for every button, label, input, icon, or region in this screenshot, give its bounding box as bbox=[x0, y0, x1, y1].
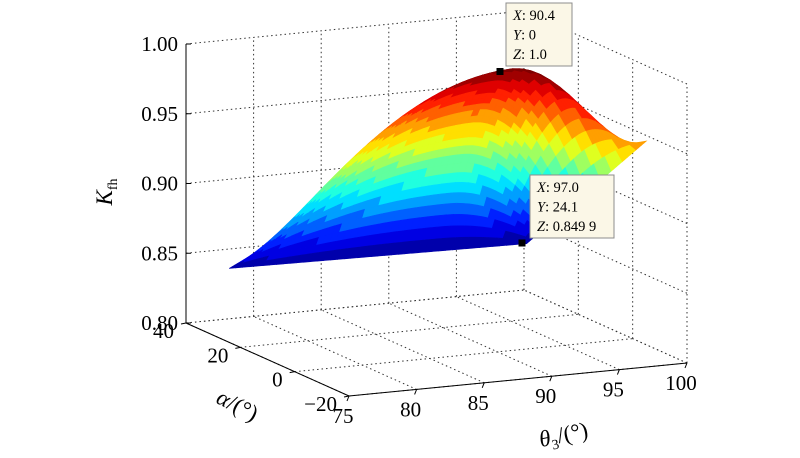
y-tick-mark bbox=[289, 371, 295, 374]
y-tick-mark bbox=[180, 322, 187, 325]
tick-labels: 0.80 0.85 0.90 0.95 1.00 75 80 85 90 95 100 40 20 0 −2… bbox=[141, 32, 697, 428]
z-tick-label: 0.85 bbox=[141, 241, 178, 265]
datatips: X: 90.4Y: 0Z: 1.0X: 97.0Y: 24.1Z: 0.849 … bbox=[496, 2, 615, 247]
y-tick-label: −20 bbox=[304, 392, 337, 416]
gridline bbox=[240, 313, 579, 348]
x-axis-label-main: θ bbox=[537, 425, 553, 452]
x-tick-mark bbox=[684, 362, 688, 369]
x-axis-label-sub: 3 bbox=[551, 437, 561, 453]
datatip-value: : 0.849 9 bbox=[545, 219, 596, 235]
gridline bbox=[185, 10, 525, 45]
x-axis-label-unit: /(°) bbox=[555, 417, 590, 448]
datatip-row: X: 90.4 bbox=[512, 8, 556, 24]
gridline bbox=[253, 315, 417, 390]
svg-text:θ3/(°): θ3/(°) bbox=[537, 417, 591, 456]
y-tick-label: 0 bbox=[272, 368, 283, 392]
gridline bbox=[523, 289, 688, 364]
y-axis-label: α/(°) bbox=[213, 384, 263, 426]
x-axis-label: θ3/(°) bbox=[537, 417, 591, 456]
z-axis-label: Kfh bbox=[92, 178, 121, 206]
x-tick-mark bbox=[481, 382, 485, 388]
datatip-marker bbox=[496, 68, 504, 75]
datatip-value: : 24.1 bbox=[545, 200, 578, 216]
z-tick-label: 1.00 bbox=[141, 32, 178, 56]
datatip-key: X bbox=[536, 180, 547, 196]
gridline bbox=[320, 309, 485, 384]
svg-text:α/(°): α/(°) bbox=[213, 384, 263, 426]
x-tick-label: 90 bbox=[535, 384, 556, 408]
x-tick-label: 85 bbox=[468, 391, 489, 415]
datatip-row: Z: 0.849 9 bbox=[537, 219, 596, 235]
datatip-key: Z bbox=[537, 219, 546, 235]
datatip-value: : 97.0 bbox=[546, 180, 579, 196]
datatip-value: : 90.4 bbox=[522, 8, 556, 24]
z-tick-label: 0.95 bbox=[141, 102, 178, 126]
z-tick-label: 0.80 bbox=[141, 311, 178, 335]
surface bbox=[229, 68, 648, 269]
x-tick-label: 100 bbox=[665, 371, 697, 395]
datatip: X: 97.0 Y: 24.1 Z: 0.849 9 bbox=[518, 174, 615, 247]
x-tick-label: 80 bbox=[400, 397, 421, 421]
datatip: X: 90.4 Y: 0 Z: 1.0 bbox=[496, 2, 573, 75]
x-tick-mark bbox=[549, 376, 553, 382]
gridline bbox=[294, 338, 633, 373]
x-tick-mark bbox=[616, 369, 620, 375]
x-tick-label: 95 bbox=[603, 378, 624, 402]
gridline bbox=[185, 289, 525, 324]
datatip-row: X: 97.0 bbox=[536, 180, 579, 196]
svg-text:Kfh: Kfh bbox=[92, 178, 121, 206]
datatip-value: : 0 bbox=[521, 28, 536, 44]
x-axis-line bbox=[348, 362, 688, 397]
z-axis-label-main: K bbox=[92, 189, 117, 207]
datatip-key: X bbox=[512, 8, 523, 24]
datatip-row: Y: 0 bbox=[513, 28, 536, 44]
datatip-row: Y: 24.1 bbox=[537, 200, 578, 216]
datatip-marker bbox=[518, 239, 526, 247]
y-tick-label: 20 bbox=[207, 343, 228, 367]
gridline bbox=[523, 289, 688, 364]
datatip-value: : 1.0 bbox=[521, 47, 547, 63]
datatip-key: Y bbox=[537, 200, 547, 216]
datatip-row: Z: 1.0 bbox=[513, 47, 547, 63]
y-tick-mark bbox=[235, 346, 241, 349]
gridline bbox=[456, 296, 620, 371]
z-axis-label-sub: fh bbox=[106, 178, 121, 190]
datatip-box bbox=[505, 2, 573, 67]
datatip-key: Z bbox=[513, 47, 522, 63]
z-tick-label: 0.90 bbox=[141, 172, 178, 196]
y-tick-label: 40 bbox=[153, 319, 174, 343]
x-tick-mark bbox=[414, 389, 418, 395]
y-axis-line bbox=[185, 322, 350, 397]
y-tick-mark bbox=[343, 395, 350, 398]
gridline bbox=[388, 302, 553, 377]
datatip-box bbox=[529, 174, 615, 239]
datatip-key: Y bbox=[513, 28, 523, 44]
x-tick-mark bbox=[346, 395, 350, 402]
surface-patch bbox=[229, 265, 240, 269]
x-tick-label: 75 bbox=[333, 404, 354, 428]
